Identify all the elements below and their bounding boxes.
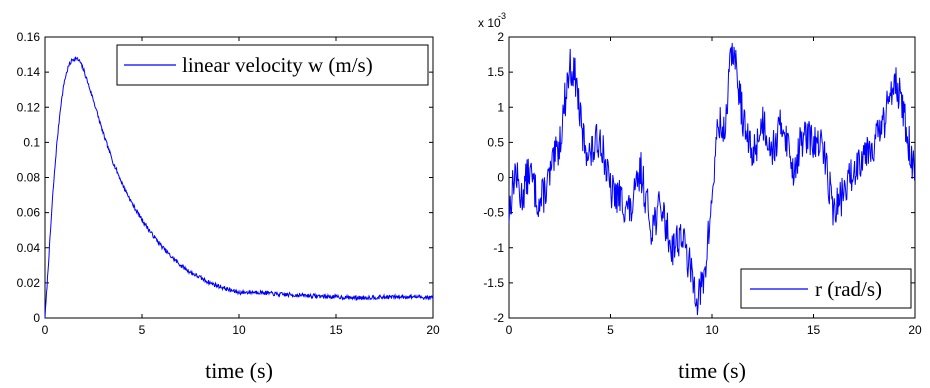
y-tick-label: 1 — [497, 100, 504, 114]
right-series — [508, 42, 916, 316]
x-tick-label: 10 — [232, 323, 246, 337]
y-tick-label: 0.08 — [17, 171, 41, 185]
right-y-ticks: -2 -1.5 -1 -0.5 0 0.5 1 1.5 2 — [483, 30, 915, 325]
right-scale-multiplier: x 10 — [478, 16, 501, 30]
y-tick-label: 2 — [497, 30, 504, 44]
right-x-ticks: 0 5 10 15 20 — [506, 37, 922, 337]
x-tick-label: 15 — [807, 323, 821, 337]
x-tick-label: 10 — [705, 323, 719, 337]
y-tick-label: 1.5 — [487, 65, 504, 79]
series-line — [44, 56, 434, 319]
y-tick-label: 0.16 — [17, 30, 41, 44]
x-tick-label: 5 — [607, 323, 614, 337]
y-tick-label: 0.14 — [17, 65, 41, 79]
y-tick-label: -1.5 — [483, 276, 504, 290]
x-tick-label: 5 — [139, 323, 146, 337]
x-tick-label: 0 — [42, 323, 49, 337]
y-tick-label: 0.06 — [17, 206, 41, 220]
right-x-axis-label: time (s) — [678, 358, 746, 383]
y-tick-label: 0.5 — [487, 135, 504, 149]
right-scale-exponent: -3 — [498, 11, 506, 21]
left-series — [44, 56, 434, 319]
y-tick-label: 0.04 — [17, 241, 41, 255]
left-chart: 0 5 10 15 20 0 0.02 0.04 0.06 0.08 0.1 0.12 0.14 0.1… — [17, 30, 440, 383]
right-legend: r (rad/s) — [740, 268, 912, 309]
y-tick-label: 0.1 — [23, 135, 40, 149]
x-tick-label: 15 — [329, 323, 343, 337]
y-tick-label: -2 — [493, 311, 504, 325]
left-legend: linear velocity w (m/s) — [116, 44, 429, 86]
y-tick-label: -1 — [493, 241, 504, 255]
y-tick-label: -0.5 — [483, 206, 504, 220]
y-tick-label: 0 — [33, 311, 40, 325]
y-tick-label: 0.02 — [17, 276, 41, 290]
right-chart: 0 5 10 15 20 -2 -1.5 -1 -0.5 0 0.5 1 1.5 2 x 10 -3 r… — [478, 11, 922, 383]
y-tick-label: 0.12 — [17, 100, 41, 114]
right-legend-label: r (rad/s) — [815, 277, 882, 301]
x-tick-label: 20 — [908, 323, 922, 337]
x-tick-label: 0 — [506, 323, 513, 337]
left-legend-label: linear velocity w (m/s) — [182, 53, 373, 77]
y-tick-label: 0 — [497, 171, 504, 185]
left-x-axis-label: time (s) — [205, 358, 273, 383]
series-line — [508, 42, 916, 316]
x-tick-label: 20 — [426, 323, 440, 337]
